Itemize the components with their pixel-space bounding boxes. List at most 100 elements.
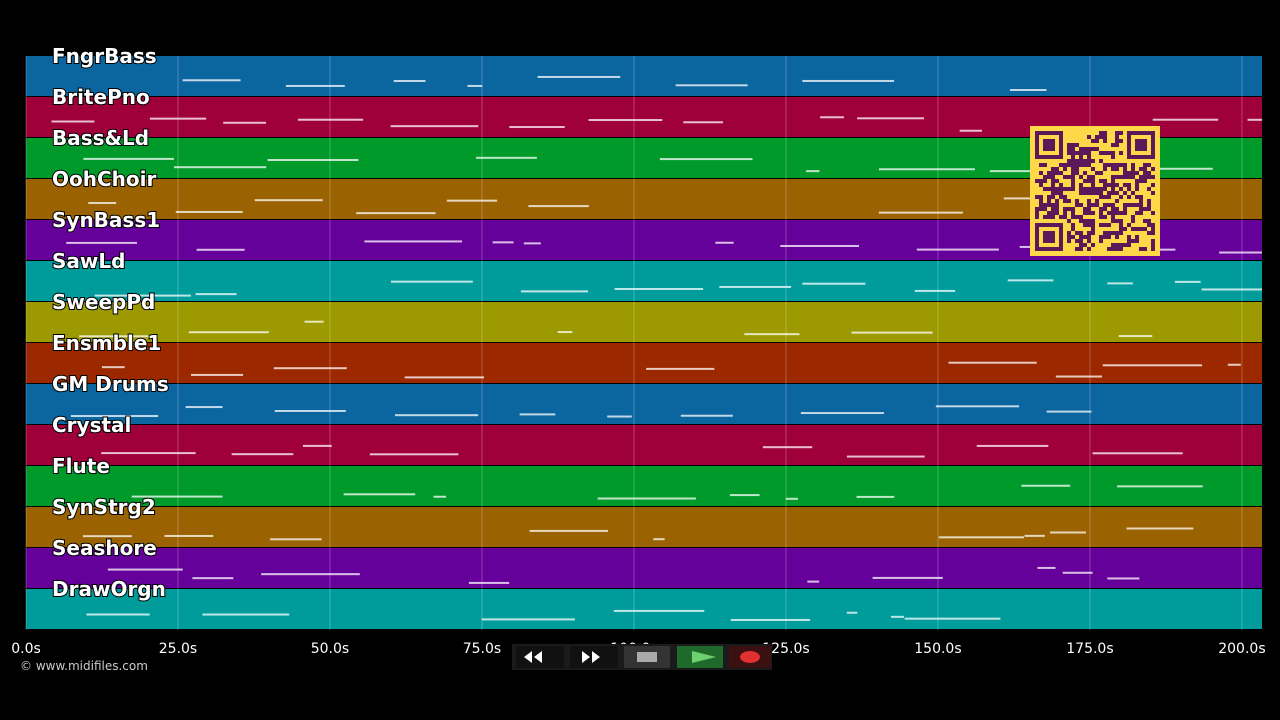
note: [231, 453, 294, 456]
note: [343, 493, 416, 496]
qr-module: [1135, 171, 1139, 175]
note: [164, 534, 214, 537]
note: [1055, 375, 1103, 378]
qr-module: [1063, 199, 1067, 203]
qr-module: [1087, 163, 1091, 167]
qr-module: [1063, 215, 1067, 219]
note: [101, 452, 196, 455]
play-button[interactable]: [677, 646, 723, 668]
note: [938, 536, 1024, 539]
qr-module: [1119, 227, 1123, 231]
qr-module: [1095, 139, 1099, 143]
note: [285, 84, 345, 87]
qr-finder: [1043, 139, 1055, 151]
qr-module: [1111, 211, 1115, 215]
qr-module: [1131, 191, 1135, 195]
qr-module: [1123, 203, 1127, 207]
track-band: [26, 589, 1262, 629]
qr-module: [1039, 203, 1043, 207]
qr-module: [1095, 135, 1099, 139]
qr-module: [1043, 163, 1047, 167]
note: [1219, 251, 1262, 254]
qr-module: [1143, 219, 1147, 223]
qr-module: [1143, 171, 1147, 175]
note: [614, 288, 704, 291]
qr-module: [1067, 239, 1071, 243]
qr-module: [1091, 219, 1095, 223]
qr-module: [1099, 223, 1103, 227]
qr-module: [1051, 215, 1055, 219]
qr-module: [1139, 167, 1143, 171]
qr-module: [1055, 167, 1059, 171]
qr-module: [1083, 243, 1087, 247]
qr-module: [1079, 187, 1083, 191]
qr-module: [1083, 147, 1087, 151]
qr-module: [1083, 211, 1087, 215]
qr-module: [1139, 211, 1143, 215]
note: [1247, 118, 1262, 121]
qr-module: [1099, 159, 1103, 163]
qr-module: [1139, 199, 1143, 203]
qr-module: [1119, 223, 1123, 227]
qr-module: [1115, 211, 1119, 215]
qr-module: [1123, 207, 1127, 211]
note: [273, 367, 347, 370]
note: [304, 320, 324, 323]
stop-button[interactable]: [624, 646, 670, 668]
track-band: [26, 384, 1262, 424]
note: [433, 495, 447, 498]
rewind-button[interactable]: [516, 646, 564, 668]
note: [51, 120, 95, 123]
note: [149, 117, 207, 120]
note: [719, 285, 792, 288]
time-axis: 0.0s25.0s50.0s75.0s100.0s125.0s150.0s175…: [11, 641, 1265, 657]
qr-module: [1067, 231, 1071, 235]
note: [107, 568, 183, 571]
qr-module: [1091, 175, 1095, 179]
qr-module: [1115, 231, 1119, 235]
qr-module: [1095, 171, 1099, 175]
qr-module: [1131, 203, 1135, 207]
qr-module: [1147, 203, 1151, 207]
note: [780, 244, 860, 247]
qr-module: [1151, 231, 1155, 235]
qr-module: [1067, 159, 1071, 163]
note: [890, 615, 905, 618]
record-button[interactable]: [729, 646, 771, 668]
qr-module: [1127, 195, 1131, 199]
qr-module: [1075, 167, 1079, 171]
qr-module: [1079, 159, 1083, 163]
qr-module: [1035, 207, 1039, 211]
note: [1118, 335, 1153, 338]
qr-code: [1030, 126, 1160, 256]
qr-module: [1103, 167, 1107, 171]
qr-module: [1071, 163, 1075, 167]
qr-module: [1095, 199, 1099, 203]
qr-module: [1119, 247, 1123, 251]
qr-module: [1083, 159, 1087, 163]
qr-module: [1147, 187, 1151, 191]
qr-module: [1123, 163, 1127, 167]
qr-module: [1103, 231, 1107, 235]
qr-module: [1139, 179, 1143, 183]
fast-forward-button[interactable]: [570, 646, 618, 668]
note: [297, 118, 364, 121]
qr-module: [1091, 187, 1095, 191]
note: [270, 538, 322, 541]
qr-module: [1139, 195, 1143, 199]
note: [820, 116, 844, 119]
qr-module: [1099, 215, 1103, 219]
qr-module: [1071, 171, 1075, 175]
qr-module: [1075, 159, 1079, 163]
qr-module: [1119, 163, 1123, 167]
note: [1227, 363, 1241, 366]
qr-module: [1039, 183, 1043, 187]
note: [537, 75, 621, 78]
qr-module: [1119, 139, 1123, 143]
qr-module: [1111, 247, 1115, 251]
note: [1117, 485, 1203, 488]
qr-module: [1099, 187, 1103, 191]
qr-module: [1107, 203, 1111, 207]
transport-controls: [512, 644, 772, 670]
note: [404, 376, 485, 379]
